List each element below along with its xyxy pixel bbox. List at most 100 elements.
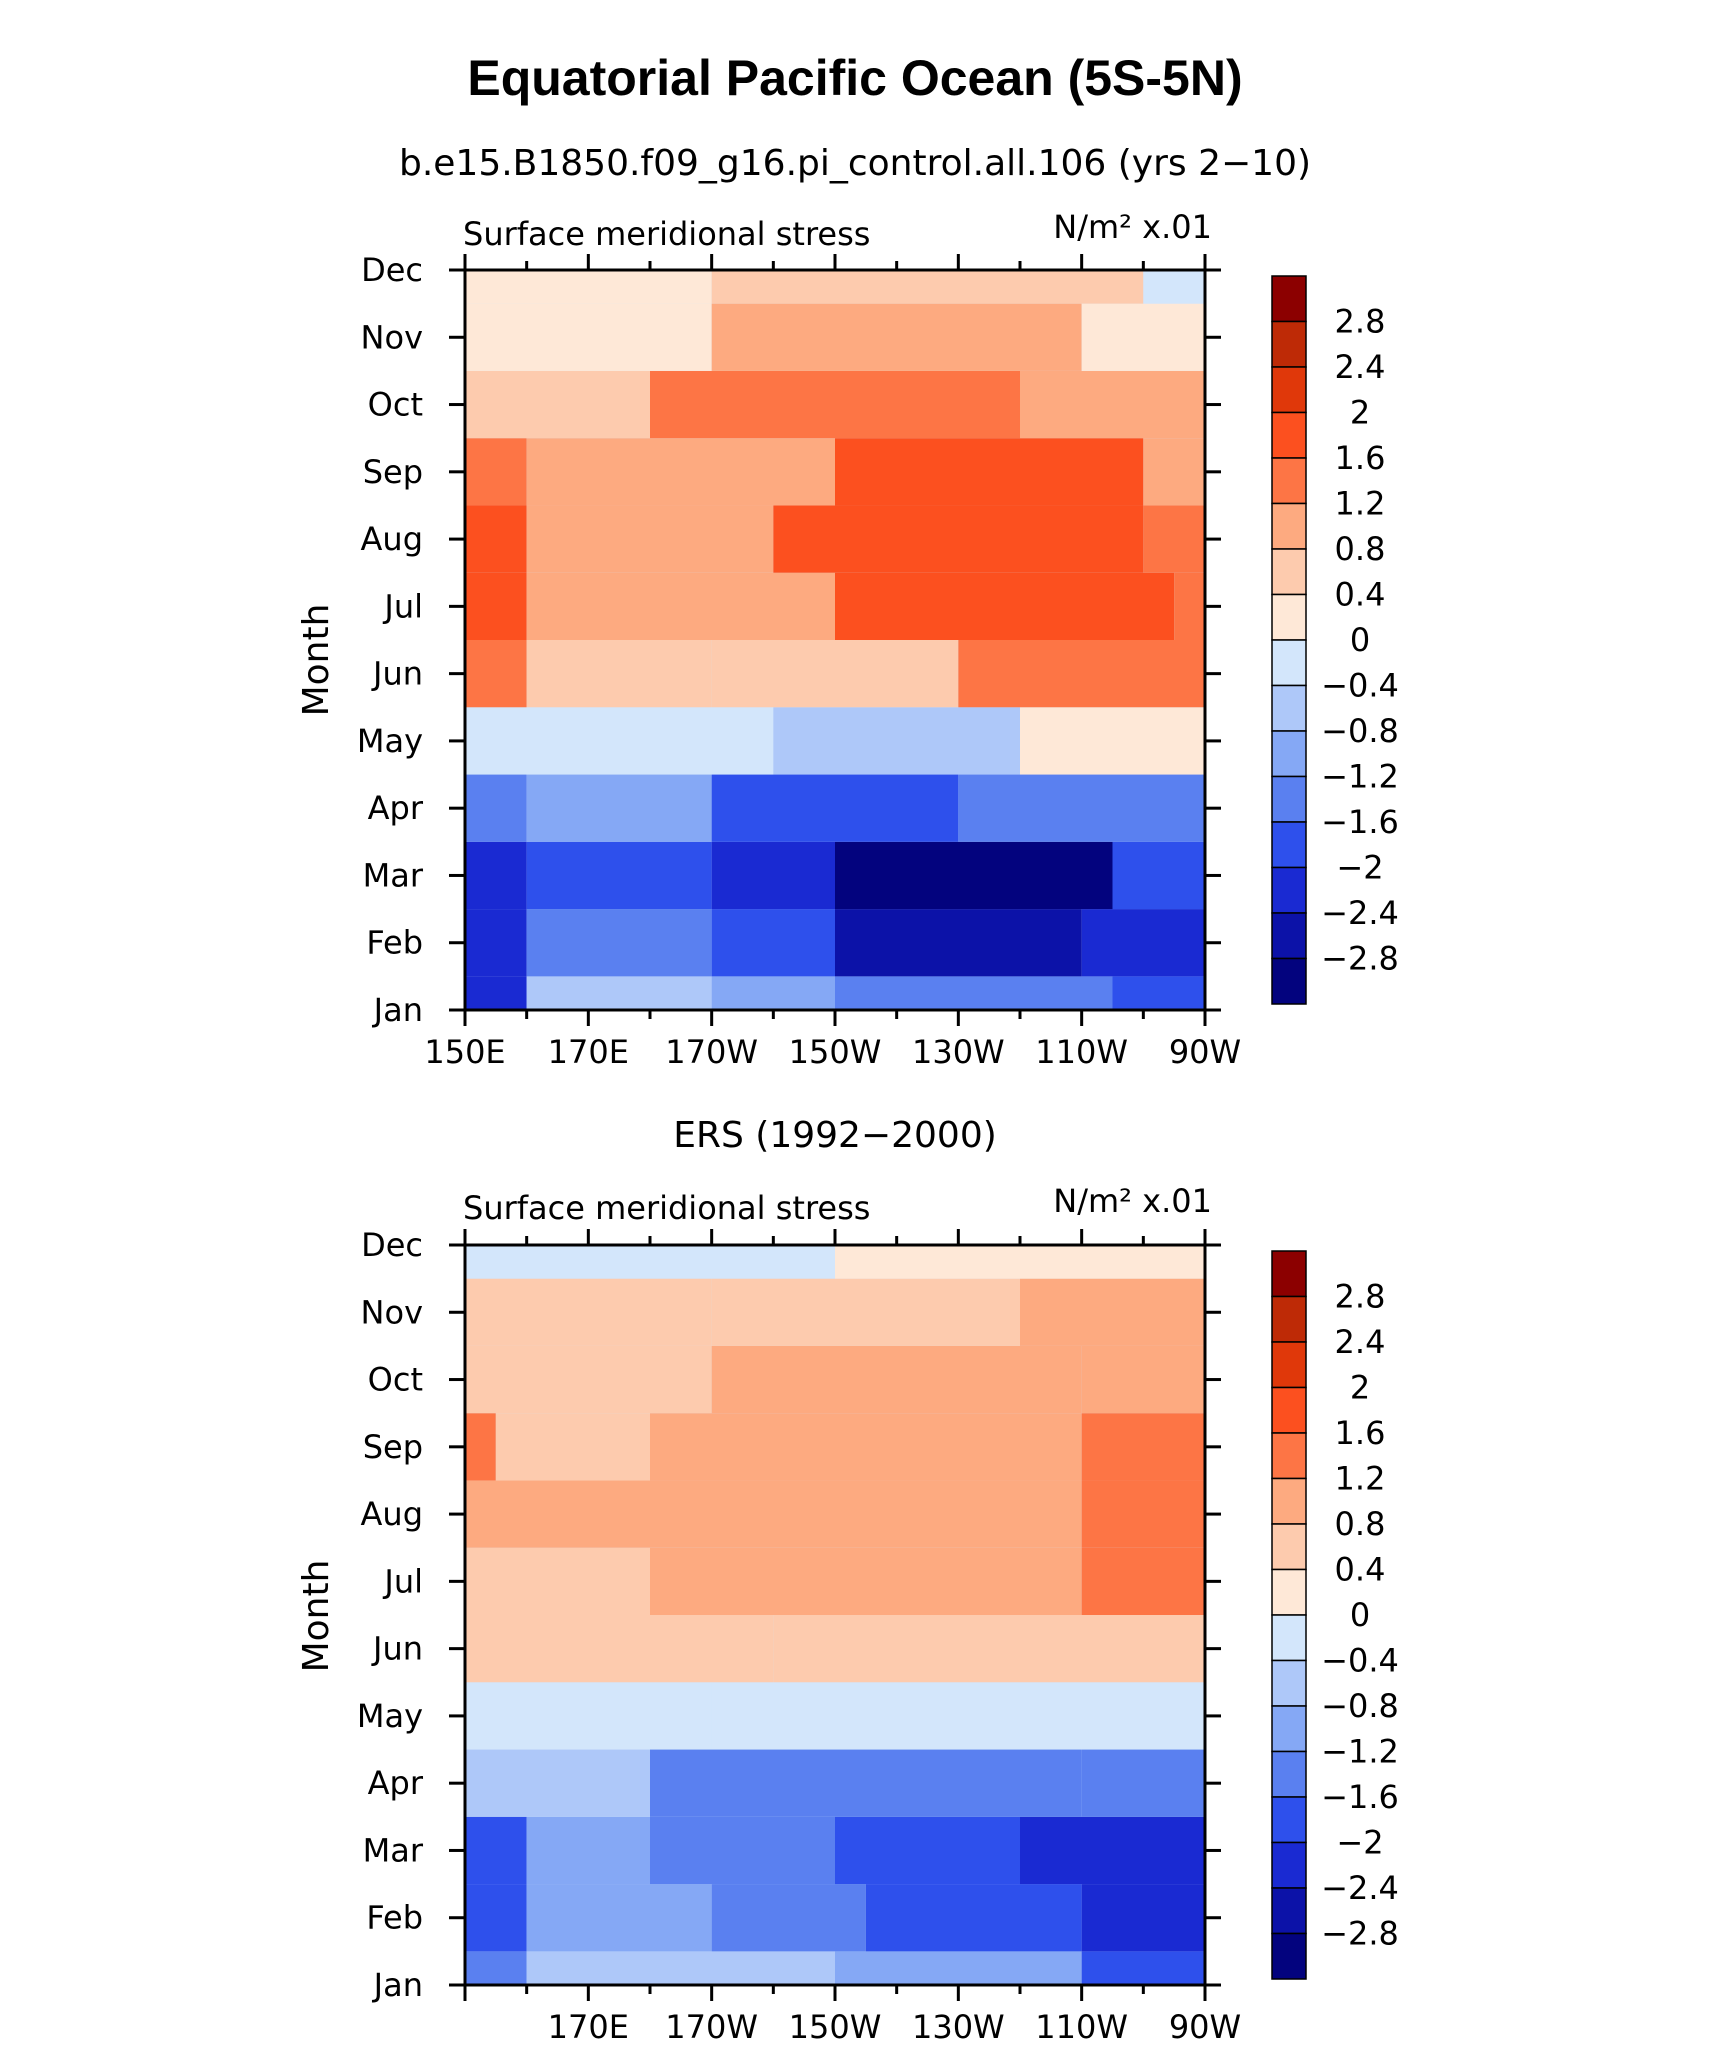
heatmap-cell xyxy=(1143,270,1205,304)
heatmap-cell xyxy=(711,1278,1020,1346)
heatmap-cell xyxy=(835,1951,1082,1985)
heatmap-cell xyxy=(1020,1615,1205,1683)
heatmap-cell xyxy=(835,572,1175,640)
y-tick-label: Oct xyxy=(368,386,423,424)
colorbar-swatch xyxy=(1271,411,1307,459)
x-tick-label: 110W xyxy=(1035,2008,1128,2046)
heatmap-cell xyxy=(465,1884,527,1952)
x-tick-label: 130W xyxy=(912,2008,1005,2046)
heatmap-cell xyxy=(526,505,774,573)
heatmap-cell xyxy=(650,1547,1082,1615)
heatmap-cell xyxy=(835,976,1113,1010)
heatmap-cell xyxy=(711,976,835,1010)
colorbar-swatch xyxy=(1271,775,1307,823)
heatmap-cell xyxy=(465,1480,650,1548)
y-tick-label: Sep xyxy=(363,1428,423,1466)
heatmap-cell xyxy=(1143,438,1205,506)
panel-ers-variable-label: Surface meridional stress xyxy=(463,1189,870,1227)
colorbar-swatch xyxy=(1271,1659,1307,1707)
colorbar-swatch xyxy=(1271,320,1307,368)
colorbar-level-label: −0.8 xyxy=(1321,712,1399,750)
colorbar-swatch xyxy=(1271,548,1307,596)
panel-model-frame xyxy=(463,268,1207,1012)
heatmap-cell xyxy=(465,1345,712,1414)
y-tick-label: Jun xyxy=(371,655,423,693)
colorbar-level-label: 0 xyxy=(1350,1596,1370,1634)
heatmap-cell xyxy=(711,841,835,910)
heatmap-cell xyxy=(773,1615,1020,1683)
heatmap-cell xyxy=(650,1413,1082,1481)
heatmap-cell xyxy=(1081,1749,1205,1817)
heatmap-cell xyxy=(1081,1413,1205,1481)
colorbar-swatch xyxy=(1271,1523,1307,1571)
heatmap-cell xyxy=(465,1682,712,1750)
colorbar-level-label: 0 xyxy=(1350,621,1370,659)
colorbar-swatch xyxy=(1271,1841,1307,1889)
y-tick-label: May xyxy=(357,1697,423,1735)
x-tick-label: 150E xyxy=(424,1033,505,1071)
heatmap-cell xyxy=(835,841,1113,910)
panel-ers-axes: Jan Feb Mar Apr May Jun Jul Aug Sep Oct Nov Dec 170E… xyxy=(357,1226,1241,2046)
colorbar-swatch xyxy=(1271,1705,1307,1753)
heatmap-cell xyxy=(465,1749,650,1817)
y-tick-label: Jun xyxy=(371,1630,423,1668)
colorbar-level-label: 1.6 xyxy=(1335,439,1386,477)
heatmap-cell xyxy=(495,1413,650,1481)
colorbar-level-label: 1.6 xyxy=(1335,1414,1386,1452)
x-tick-label: 90W xyxy=(1169,1033,1241,1071)
y-tick-label: Jul xyxy=(382,1562,423,1600)
colorbar-level-label: 2 xyxy=(1350,1369,1370,1407)
panel-model: b.e15.B1850.f09_g16.pi_control.all.106 (… xyxy=(296,143,1311,1071)
heatmap-cell xyxy=(465,1816,527,1885)
heatmap-cell xyxy=(465,909,527,977)
colorbar-swatch xyxy=(1271,866,1307,914)
colorbar-swatch xyxy=(1271,684,1307,732)
heatmap-cell xyxy=(650,572,835,640)
panel-ers-units-label: N/m² x.01 xyxy=(1053,1182,1212,1220)
heatmap-cell xyxy=(650,1816,835,1885)
colorbar-swatch xyxy=(1271,275,1307,323)
colorbar-level-label: −1.6 xyxy=(1321,1778,1399,1816)
colorbar-swatch xyxy=(1271,502,1307,550)
heatmap-cell xyxy=(465,1951,527,1985)
panel-ers-subtitle: ERS (1992−2000) xyxy=(673,1115,997,1156)
colorbar-level-label: −2 xyxy=(1336,1824,1383,1862)
heatmap-cell xyxy=(526,438,835,506)
colorbar-level-label: 0.4 xyxy=(1335,576,1386,614)
x-tick-label: 170E xyxy=(548,1033,629,1071)
y-tick-label: Feb xyxy=(366,924,423,962)
colorbar-level-label: −1.2 xyxy=(1321,1733,1399,1771)
x-tick-label: 150W xyxy=(789,2008,882,2046)
heatmap-cell xyxy=(465,707,774,775)
colorbar-ers: 2.8 2.4 2 1.6 1.2 0.8 0.4 0 −0.4 −0.8 −1.2 −1.6 −2 −2… xyxy=(1271,1250,1399,1980)
colorbar-level-label: 1.2 xyxy=(1335,485,1386,523)
colorbar-swatch xyxy=(1271,1614,1307,1662)
colorbar-level-label: 0.8 xyxy=(1335,1505,1386,1543)
y-tick-label: Aug xyxy=(361,520,423,558)
y-tick-label: Apr xyxy=(368,1764,424,1802)
heatmap-cell xyxy=(526,909,712,977)
heatmap-cell xyxy=(1020,370,1205,439)
colorbar-level-label: −2.8 xyxy=(1321,940,1399,978)
colorbar-swatch xyxy=(1271,1887,1307,1935)
heatmap-cell xyxy=(465,505,527,573)
panel-model-subtitle: b.e15.B1850.f09_g16.pi_control.all.106 (… xyxy=(399,143,1311,184)
colorbar-swatch xyxy=(1271,1796,1307,1844)
colorbar-swatch xyxy=(1271,821,1307,869)
heatmap-cell xyxy=(465,841,527,910)
colorbar-swatch xyxy=(1271,1750,1307,1798)
colorbar-level-label: 2.4 xyxy=(1335,348,1386,386)
heatmap-cell xyxy=(526,774,712,842)
colorbar-level-label: 2.8 xyxy=(1335,303,1386,341)
heatmap-cell xyxy=(1081,909,1205,977)
y-tick-label: Jul xyxy=(382,587,423,625)
heatmap-cell xyxy=(650,1480,1082,1548)
colorbar-swatch xyxy=(1271,366,1307,414)
colorbar-swatch xyxy=(1271,1932,1307,1980)
panel-model-ylabel: Month xyxy=(296,604,337,717)
y-tick-label: Nov xyxy=(361,318,423,356)
y-tick-label: Jan xyxy=(372,1966,423,2004)
panel-model-variable-label: Surface meridional stress xyxy=(463,215,870,253)
y-tick-label: Oct xyxy=(368,1361,423,1399)
